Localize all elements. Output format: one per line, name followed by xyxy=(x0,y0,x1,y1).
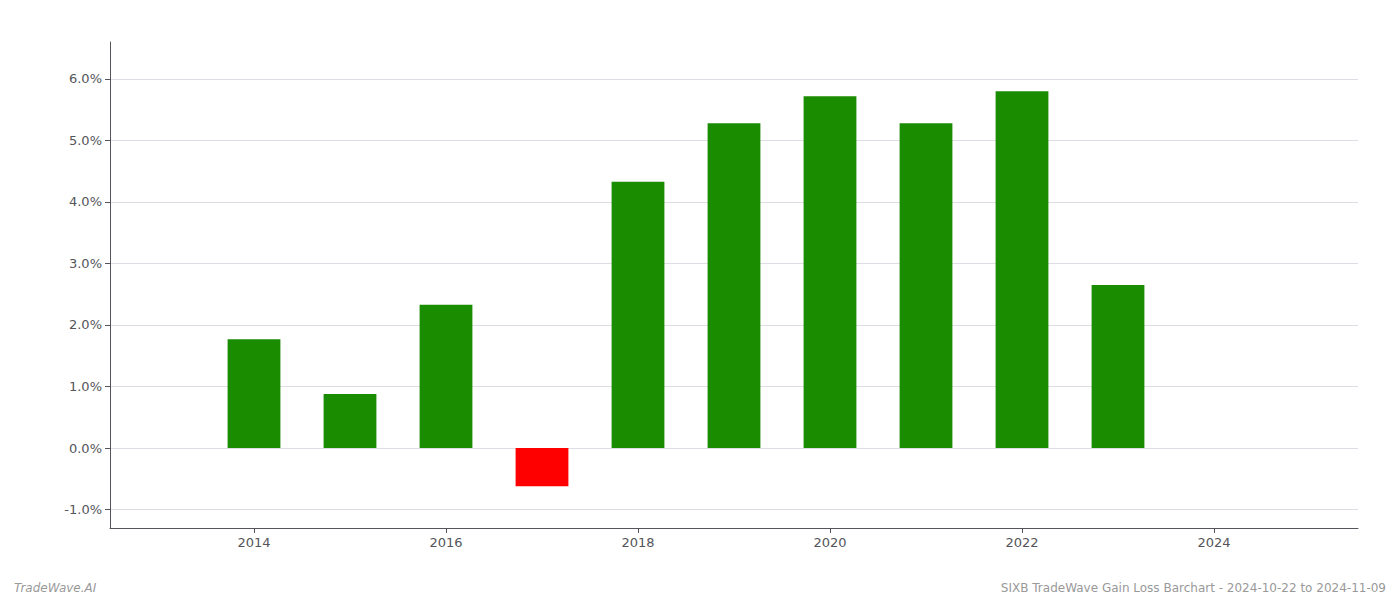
svg-text:2022: 2022 xyxy=(1005,535,1038,550)
svg-text:-1.0%: -1.0% xyxy=(64,502,102,517)
svg-text:2020: 2020 xyxy=(813,535,846,550)
svg-text:4.0%: 4.0% xyxy=(69,194,102,209)
svg-text:2024: 2024 xyxy=(1197,535,1230,550)
svg-text:1.0%: 1.0% xyxy=(69,379,102,394)
svg-text:2.0%: 2.0% xyxy=(69,317,102,332)
svg-text:2016: 2016 xyxy=(429,535,462,550)
svg-text:2014: 2014 xyxy=(237,535,270,550)
svg-text:TradeWave.AI: TradeWave.AI xyxy=(14,581,97,595)
svg-text:6.0%: 6.0% xyxy=(69,71,102,86)
svg-text:5.0%: 5.0% xyxy=(69,133,102,148)
svg-text:0.0%: 0.0% xyxy=(69,441,102,456)
svg-text:SIXB TradeWave Gain Loss Barch: SIXB TradeWave Gain Loss Barchart - 2024… xyxy=(1001,581,1386,595)
svg-text:3.0%: 3.0% xyxy=(69,256,102,271)
svg-text:2018: 2018 xyxy=(621,535,654,550)
